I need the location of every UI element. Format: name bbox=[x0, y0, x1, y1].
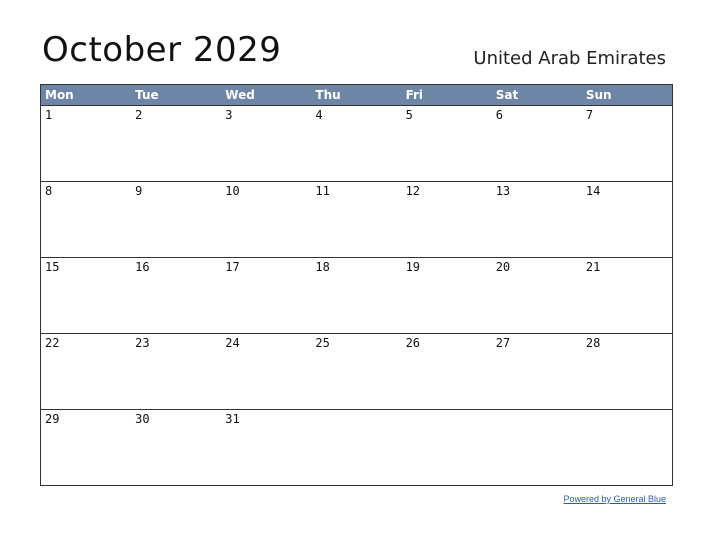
day-cell bbox=[311, 410, 401, 485]
calendar-title: October 2029 bbox=[42, 30, 282, 70]
weekday-header: Sun bbox=[585, 88, 612, 102]
weekday-header: Thu bbox=[315, 88, 341, 102]
day-cell: 7 bbox=[585, 108, 594, 122]
day-cell: 15 bbox=[45, 260, 60, 274]
day-cell: 4 bbox=[315, 108, 323, 122]
weekday-header: Tue bbox=[135, 88, 159, 102]
day-cell: 2 bbox=[135, 108, 143, 122]
day-cell bbox=[402, 410, 492, 485]
day-cell: 9 bbox=[135, 184, 143, 198]
weekday-header: Sat bbox=[495, 88, 519, 102]
day-cell bbox=[582, 410, 672, 485]
day-cell: 29 bbox=[45, 412, 60, 426]
day-cell: 3 bbox=[225, 108, 233, 122]
week-row: 22 23 24 25 26 27 28 bbox=[41, 334, 672, 410]
day-cell: 12 bbox=[405, 184, 421, 198]
day-cell: 5 bbox=[405, 108, 413, 122]
week-row: 29 30 31 bbox=[41, 410, 672, 485]
day-cell: 20 bbox=[495, 260, 511, 274]
day-cell: 18 bbox=[315, 260, 330, 274]
day-cell: 21 bbox=[585, 260, 601, 274]
day-cell: 26 bbox=[405, 336, 421, 350]
calendar-grid: Mon Tue Wed Thu Fri Sat Sun 1 2 3 4 5 6 … bbox=[40, 84, 673, 486]
day-cell: 27 bbox=[495, 336, 511, 350]
day-cell: 17 bbox=[225, 260, 240, 274]
day-cell: 25 bbox=[315, 336, 330, 350]
day-cell: 1 bbox=[45, 108, 53, 122]
day-cell: 10 bbox=[225, 184, 240, 198]
day-cell: 8 bbox=[45, 184, 53, 198]
day-cell bbox=[492, 410, 582, 485]
day-cell: 22 bbox=[45, 336, 60, 350]
weekday-header: Mon bbox=[45, 88, 74, 102]
day-cell: 30 bbox=[135, 412, 150, 426]
weekday-header: Wed bbox=[225, 88, 255, 102]
day-cell: 31 bbox=[225, 412, 240, 426]
week-row: 1 2 3 4 5 6 7 bbox=[41, 106, 672, 182]
day-cell: 6 bbox=[495, 108, 503, 122]
week-row: 8 9 10 11 12 13 14 bbox=[41, 182, 672, 258]
day-cell: 14 bbox=[585, 184, 601, 198]
weekday-header-row: Mon Tue Wed Thu Fri Sat Sun bbox=[41, 85, 672, 106]
day-cell: 23 bbox=[135, 336, 150, 350]
day-cell: 16 bbox=[135, 260, 150, 274]
weekday-header: Fri bbox=[405, 88, 424, 102]
week-row: 15 16 17 18 19 20 21 bbox=[41, 258, 672, 334]
day-cell: 28 bbox=[585, 336, 601, 350]
day-cell: 24 bbox=[225, 336, 240, 350]
day-cell: 13 bbox=[495, 184, 511, 198]
day-cell: 19 bbox=[405, 260, 421, 274]
country-label: United Arab Emirates bbox=[473, 48, 666, 69]
powered-by-link[interactable]: Powered by General Blue bbox=[563, 494, 666, 504]
day-cell: 11 bbox=[315, 184, 330, 198]
